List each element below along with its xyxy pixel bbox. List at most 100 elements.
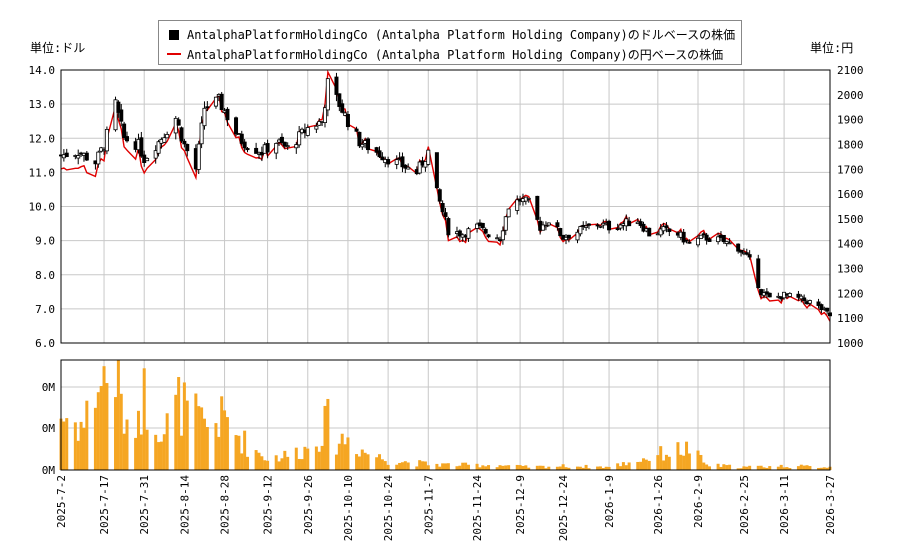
volume-bar <box>119 393 123 470</box>
candle-body <box>345 114 350 128</box>
volume-bar <box>286 456 290 470</box>
volume-bar <box>223 410 227 470</box>
volume-bar <box>99 385 103 470</box>
volume-bar <box>481 465 485 470</box>
candle-body <box>515 199 520 211</box>
volume-bar <box>604 466 608 470</box>
volume-bar <box>822 467 826 470</box>
plot-frames <box>60 69 831 471</box>
volume-bar <box>355 454 359 470</box>
candle-body <box>641 223 646 232</box>
volume-bar <box>174 394 178 470</box>
candle-body <box>638 221 643 226</box>
volume-bar <box>125 419 129 470</box>
volume-bar <box>398 462 402 470</box>
volume-bar <box>415 466 419 470</box>
volume-bar <box>217 436 221 470</box>
volume-bar <box>796 466 800 470</box>
candle-body <box>475 223 480 229</box>
volume-bar <box>636 461 640 470</box>
volume-bar <box>300 459 304 470</box>
y-tick-label-left: 11.0 <box>29 166 56 179</box>
volume-bar <box>527 467 531 470</box>
candle-body <box>317 121 322 126</box>
volume-bar <box>116 360 120 470</box>
volume-bar <box>400 462 404 470</box>
candle-body <box>334 76 339 95</box>
x-tick-label: 2025-8-14 <box>178 475 191 535</box>
candle-body <box>566 234 571 239</box>
volume-bar <box>378 454 382 470</box>
candle-body <box>707 238 712 242</box>
candle-body <box>96 151 101 165</box>
volume-bar <box>722 464 726 470</box>
legend-item-dollar: AntalphaPlatformHoldingCo (Antalpha Plat… <box>167 26 735 43</box>
volume-bar <box>639 461 643 470</box>
candle-body <box>807 300 812 304</box>
volume-bar <box>515 464 519 470</box>
candle-body <box>265 143 270 153</box>
candle-body <box>575 231 580 241</box>
volume-bar <box>139 434 143 470</box>
volume-bar <box>93 407 97 470</box>
volume-bar <box>274 455 278 470</box>
y-tick-label-left: 9.0 <box>35 235 55 248</box>
x-tick-label: 2025-11-24 <box>471 475 484 542</box>
volume-bar <box>495 467 499 470</box>
y-tick-label-right: 1900 <box>837 114 864 127</box>
x-tick-label: 2025-10-24 <box>382 475 395 542</box>
volume-bar <box>154 434 158 470</box>
candle-body <box>119 109 124 122</box>
candle-body <box>434 152 439 189</box>
candle-body <box>667 228 672 232</box>
volume-bar <box>360 449 364 470</box>
volume-bar <box>444 463 447 470</box>
candle-body <box>627 220 632 227</box>
candle-body <box>446 218 451 236</box>
volume-bar <box>225 417 229 470</box>
x-tick-label: 2026-1-26 <box>652 475 665 535</box>
volume-bar <box>762 467 766 470</box>
volume-bar <box>702 462 706 470</box>
volume-bar <box>475 463 479 470</box>
candle-body <box>759 289 764 296</box>
volume-bar <box>819 467 823 470</box>
volume-bar <box>263 460 267 470</box>
candle-body <box>182 140 187 145</box>
candle-body <box>541 224 546 231</box>
volume-bar <box>346 437 350 470</box>
volume-bar <box>739 468 743 470</box>
candle-body <box>816 301 821 306</box>
candle-body <box>546 222 551 226</box>
volume-bar <box>575 466 579 470</box>
volume-bar <box>662 460 666 470</box>
candle-body <box>145 157 150 162</box>
volume-bar <box>705 464 709 470</box>
volume-bar <box>266 460 270 470</box>
candle-body <box>113 99 118 131</box>
volume-bar <box>114 397 118 470</box>
volume-bar <box>334 454 338 470</box>
volume-bar <box>696 450 700 470</box>
volume-bar <box>246 456 250 470</box>
volume-bar <box>664 454 668 470</box>
candle-body <box>480 222 485 229</box>
volume-bar <box>323 405 327 470</box>
legend-label-dollar: AntalphaPlatformHoldingCo (Antalpha Plat… <box>187 28 736 42</box>
candle-body <box>259 151 264 156</box>
candle-body <box>104 129 109 152</box>
candle-body <box>687 241 692 244</box>
candle-body <box>205 106 210 109</box>
volume-bar <box>466 464 470 470</box>
legend: AntalphaPlatformHoldingCo (Antalpha Plat… <box>158 20 742 65</box>
volume-bar <box>185 400 189 470</box>
volume-tick-label: 0M <box>42 381 56 394</box>
volume-bar <box>76 440 80 470</box>
volume-bar <box>386 464 390 470</box>
candle-body <box>340 103 345 113</box>
x-tick-label: 2026-1-9 <box>603 475 616 528</box>
candle-body <box>584 225 589 228</box>
volume-bar <box>82 427 86 470</box>
candle-body <box>787 292 792 297</box>
candle-body <box>486 234 491 238</box>
